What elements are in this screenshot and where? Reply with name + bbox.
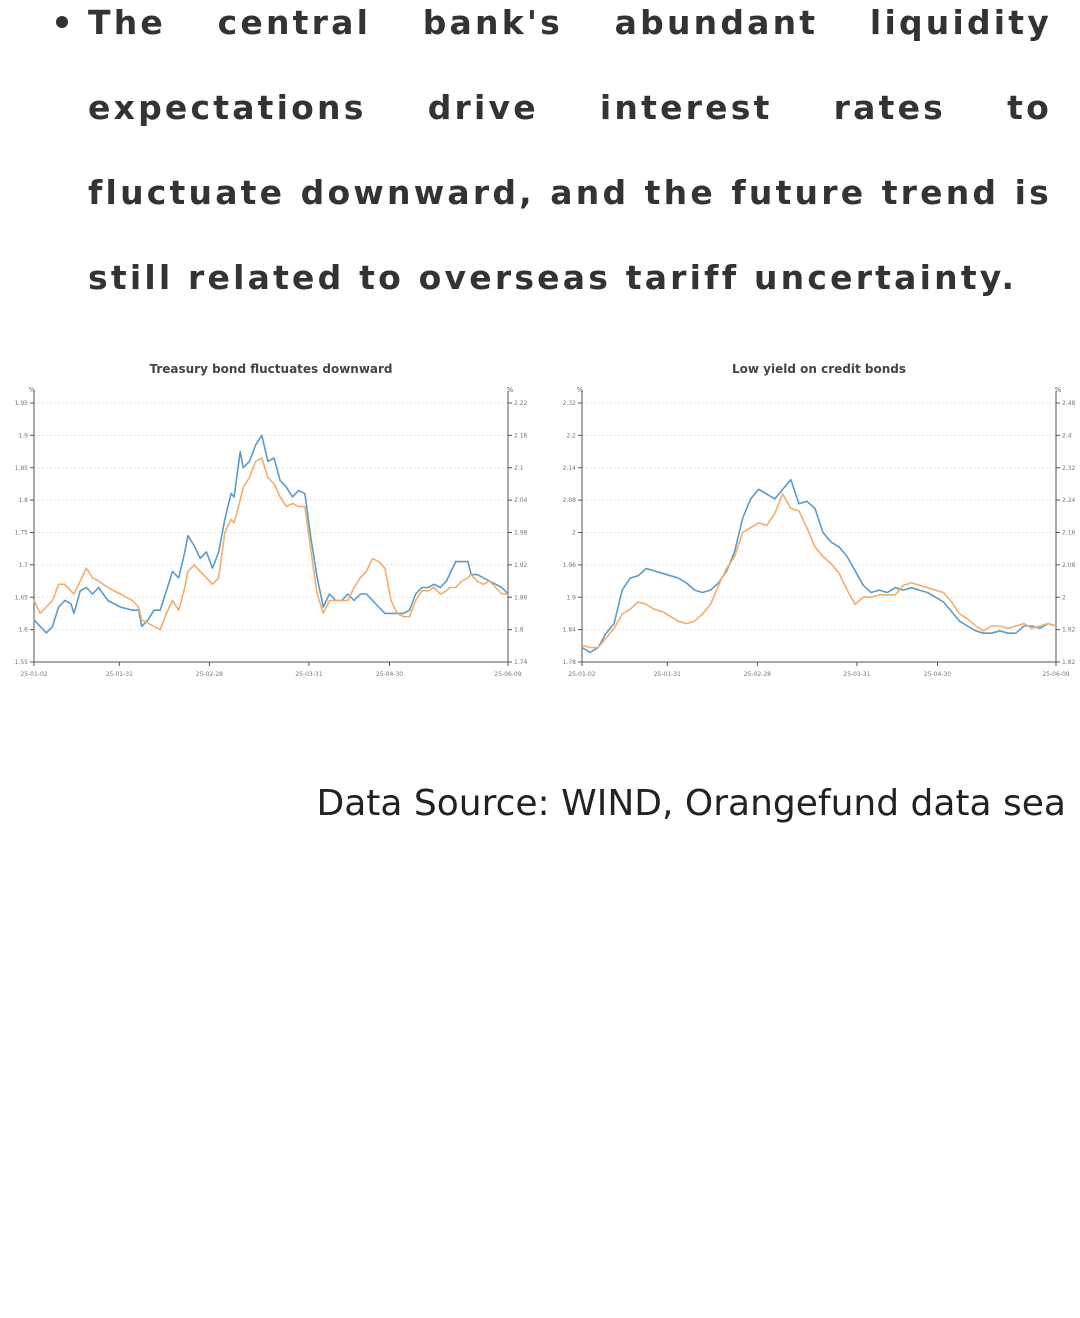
left-tick-label: 1.95 xyxy=(15,400,29,407)
x-tick-label: 25-01-02 xyxy=(568,671,595,678)
left-tick-label: 1.55 xyxy=(15,659,29,666)
series-line-1 xyxy=(33,434,509,634)
left-tick-label: 1.78 xyxy=(563,659,577,666)
x-tick-label: 25-04-30 xyxy=(924,671,951,678)
right-tick-label: 1.92 xyxy=(1062,627,1076,634)
x-tick-label: 25-04-30 xyxy=(376,671,403,678)
chart-0-svg: Treasury bond fluctuates downward% % 1.55 1… xyxy=(15,362,528,678)
x-tick-label: 25-01-31 xyxy=(106,671,133,678)
left-tick-label: 1.85 xyxy=(15,465,29,472)
chart-title: Low yield on credit bonds xyxy=(732,362,906,376)
right-tick-label: 2.04 xyxy=(514,497,528,504)
right-axis-unit: % xyxy=(1055,386,1062,394)
series-line-2 xyxy=(581,493,1057,649)
left-tick-label: 1.84 xyxy=(563,627,577,634)
left-tick-label: 1.9 xyxy=(18,432,28,439)
x-tick-label: 25-01-31 xyxy=(654,671,681,678)
chart-credit-bonds: Low yield on credit bonds%% 1.78 1.82 1.84 1… xyxy=(548,350,1078,690)
x-tick-label: 25-02-28 xyxy=(196,671,223,678)
x-tick-label: 25-03-31 xyxy=(843,671,870,678)
x-tick-label: 25-06-09 xyxy=(1042,671,1069,678)
left-tick-label: 1.75 xyxy=(15,530,29,537)
right-tick-label: 2.08 xyxy=(1062,562,1076,569)
right-tick-label: 2 xyxy=(1062,594,1066,601)
right-tick-label: 2.24 xyxy=(1062,497,1076,504)
left-tick-label: 1.7 xyxy=(18,562,28,569)
left-tick-label: 1.6 xyxy=(18,627,28,634)
left-tick-label: 1.96 xyxy=(563,562,577,569)
left-tick-label: 2.14 xyxy=(563,465,577,472)
chart-treasury-bond: Treasury bond fluctuates downward%% 1.55 1… xyxy=(0,350,530,690)
right-tick-label: 1.92 xyxy=(514,562,528,569)
chart-1-svg: Low yield on credit bonds% % 1.78 1.82 1.84 1… xyxy=(563,362,1076,678)
x-tick-label: 25-03-31 xyxy=(295,671,322,678)
right-tick-label: 2.32 xyxy=(1062,465,1076,472)
left-axis-unit: % xyxy=(29,386,36,394)
series-line-2 xyxy=(33,457,508,631)
x-tick-label: 25-01-02 xyxy=(20,671,47,678)
right-tick-label: 2.16 xyxy=(514,432,528,439)
paragraph-text: The central bank's abundant liquidity ex… xyxy=(88,3,1052,297)
bullet-dot-icon xyxy=(56,16,68,28)
x-tick-label: 25-02-28 xyxy=(744,671,771,678)
right-tick-label: 2.1 xyxy=(514,465,524,472)
left-tick-label: 2 xyxy=(572,530,576,537)
right-tick-label: 1.86 xyxy=(514,594,528,601)
right-tick-label: 1.8 xyxy=(514,627,524,634)
left-axis-unit: % xyxy=(577,386,584,394)
chart-title: Treasury bond fluctuates downward xyxy=(149,362,392,376)
right-tick-label: 2.4 xyxy=(1062,432,1072,439)
right-axis-unit: % xyxy=(507,386,514,394)
right-tick-label: 2.48 xyxy=(1062,400,1076,407)
left-tick-label: 1.9 xyxy=(566,594,576,601)
right-tick-label: 2.22 xyxy=(514,400,528,407)
right-tick-label: 1.82 xyxy=(1062,659,1076,666)
data-source-caption: Data Source: WIND, Orangefund data sea xyxy=(316,783,1066,824)
series-line-1 xyxy=(581,478,1057,654)
left-tick-label: 2.08 xyxy=(563,497,577,504)
right-tick-label: 1.74 xyxy=(514,659,528,666)
right-tick-label: 2.16 xyxy=(1062,530,1076,537)
right-tick-label: 1.98 xyxy=(514,530,528,537)
left-tick-label: 1.65 xyxy=(15,594,29,601)
left-tick-label: 2.32 xyxy=(563,400,577,407)
bullet-point: The central bank's abundant liquidity ex… xyxy=(52,0,1052,320)
x-tick-label: 25-06-09 xyxy=(494,671,521,678)
left-tick-label: 2.2 xyxy=(566,432,576,439)
left-tick-label: 1.8 xyxy=(18,497,28,504)
